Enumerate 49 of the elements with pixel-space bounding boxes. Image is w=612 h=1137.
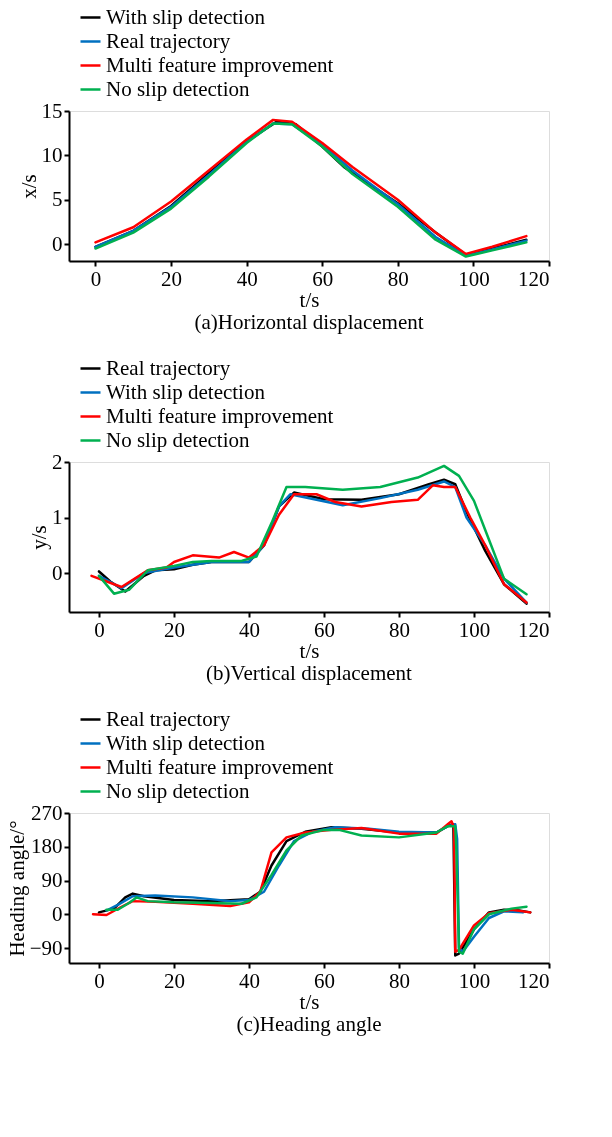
y-tick-label: 0 — [52, 560, 63, 585]
x-tick-label: 20 — [161, 266, 183, 291]
x-tick-label: 40 — [239, 617, 260, 642]
y-tick-label: 0 — [52, 231, 63, 256]
y-axis-title: x/s — [16, 174, 41, 199]
x-tick-label: 120 — [518, 266, 550, 291]
y-axis-title: Heading angle/° — [4, 820, 29, 957]
legend-label: With slip detection — [106, 379, 266, 404]
x-tick-label: 20 — [164, 968, 185, 993]
x-tick-label: 0 — [94, 617, 105, 642]
x-tick-label: 100 — [458, 617, 491, 642]
x-tick-label: 40 — [239, 968, 260, 993]
x-tick-label: 80 — [387, 266, 409, 291]
x-tick-label: 20 — [164, 617, 185, 642]
legend-label: With slip detection — [106, 4, 266, 29]
x-tick-label: 100 — [458, 968, 491, 993]
legend-label: No slip detection — [106, 76, 250, 101]
legend-label: Multi feature improvement — [106, 754, 334, 779]
y-tick-label: 0 — [52, 901, 63, 926]
x-tick-label: 120 — [518, 968, 550, 993]
y-tick-label: 1 — [52, 505, 63, 530]
legend-label: Multi feature improvement — [106, 52, 334, 77]
x-tick-label: 0 — [94, 968, 105, 993]
x-tick-label: 80 — [389, 968, 410, 993]
x-tick-label: 100 — [458, 266, 490, 291]
y-axis-title: y/s — [27, 525, 51, 550]
y-tick-label: 15 — [41, 98, 63, 123]
legend-label: Real trajectory — [106, 706, 231, 731]
x-tick-label: 0 — [90, 266, 102, 291]
y-tick-label: 90 — [41, 868, 63, 892]
legend-label: No slip detection — [106, 778, 250, 803]
legend-label: Multi feature improvement — [106, 403, 334, 428]
legend-label: With slip detection — [106, 730, 266, 755]
line-series — [97, 464, 528, 596]
y-tick-label: 5 — [52, 187, 63, 212]
legend-label: Real trajectory — [106, 28, 231, 53]
y-tick-label: 180 — [31, 834, 63, 859]
text: (b)Vertical displacement — [206, 661, 413, 685]
legend-label: No slip detection — [106, 427, 250, 452]
x-tick-label: 40 — [236, 266, 258, 291]
y-tick-label: 10 — [41, 142, 63, 167]
y-tick-label: 2 — [52, 449, 63, 474]
y-tick-label: 270 — [31, 800, 63, 825]
x-tick-label: 80 — [389, 617, 410, 642]
legend-label: Real trajectory — [106, 355, 231, 380]
y-tick-label: −90 — [29, 935, 63, 960]
text: (a)Horizontal displacement — [194, 310, 424, 334]
text: (c)Heading angle — [236, 1012, 382, 1036]
x-tick-label: 120 — [518, 617, 550, 642]
